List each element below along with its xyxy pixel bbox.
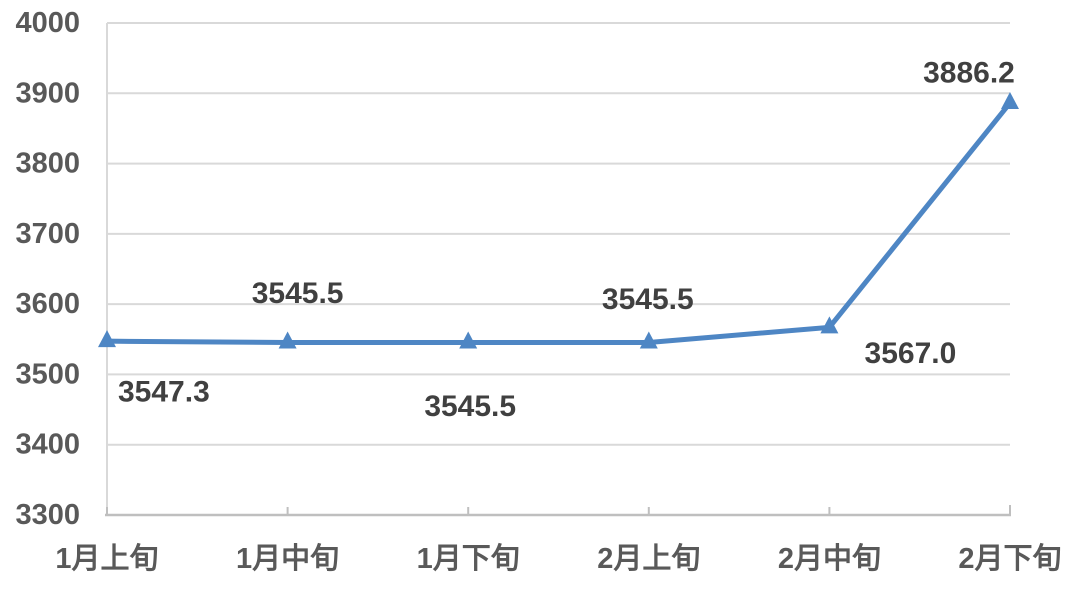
y-axis-label: 3300 — [15, 499, 80, 531]
x-axis-label: 2月中旬 — [778, 542, 881, 575]
x-axis-label: 2月上旬 — [597, 542, 700, 575]
y-axis-label: 3800 — [15, 148, 80, 180]
data-point-marker — [820, 316, 839, 334]
y-axis-label: 3900 — [15, 77, 80, 109]
data-point-label: 3886.2 — [923, 56, 1015, 89]
y-axis-label: 3700 — [15, 218, 80, 250]
data-point-marker — [98, 330, 116, 348]
data-point-label: 3567.0 — [865, 337, 957, 370]
x-axis-label: 1月下旬 — [417, 542, 520, 575]
y-axis-label: 3400 — [15, 429, 80, 461]
data-point-marker — [459, 331, 478, 349]
data-point-label: 3545.5 — [602, 283, 694, 316]
data-point-label: 3545.5 — [424, 390, 516, 423]
x-axis-label: 1月中旬 — [236, 542, 339, 575]
data-point-label: 3547.3 — [118, 376, 210, 409]
data-point-marker — [1001, 91, 1019, 109]
data-point-label: 3545.5 — [252, 277, 344, 310]
x-axis-label: 1月上旬 — [55, 542, 158, 575]
data-point-marker — [639, 331, 658, 349]
y-axis-label: 4000 — [15, 7, 80, 39]
y-axis-label: 3600 — [15, 288, 80, 320]
x-axis-label: 2月下旬 — [958, 542, 1061, 575]
y-axis-label: 3500 — [15, 358, 80, 390]
data-point-marker — [278, 331, 297, 349]
data-series-line — [106, 101, 1012, 345]
